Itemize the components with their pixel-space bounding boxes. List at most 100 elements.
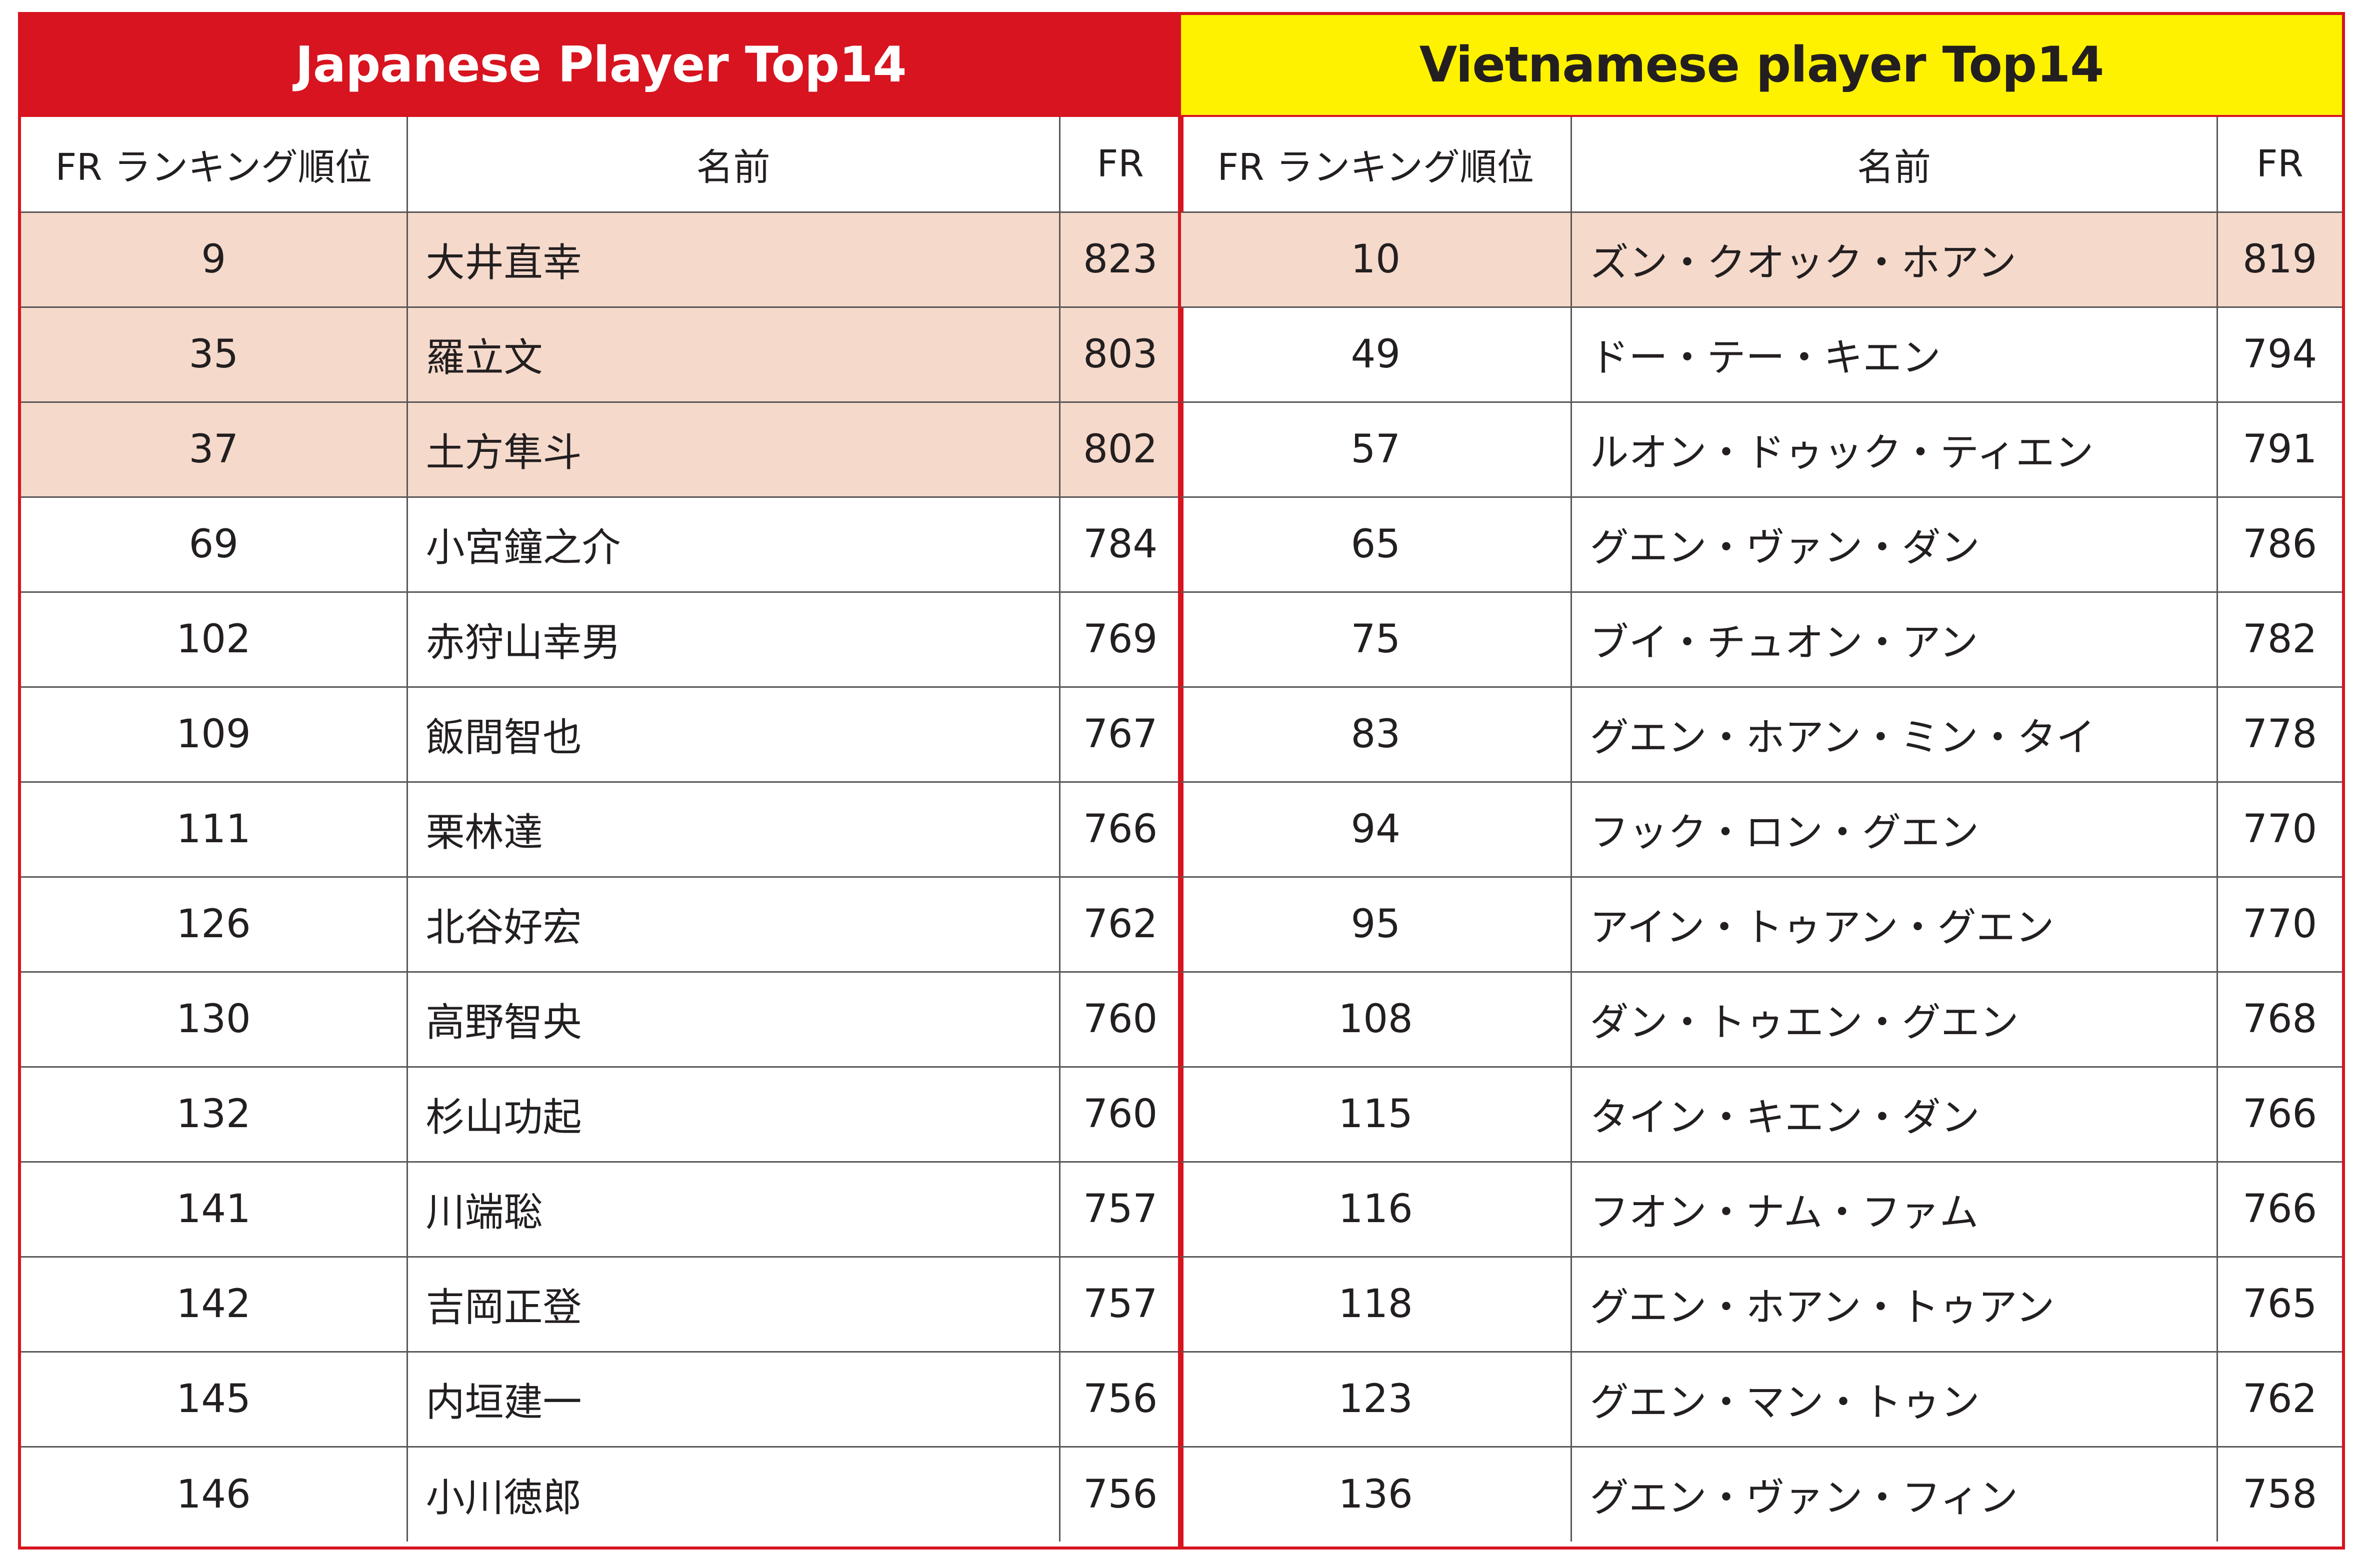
rank-cell: 108 xyxy=(1181,971,1572,1068)
name-column-header: 名前 xyxy=(1570,117,2218,213)
rank-cell: 145 xyxy=(21,1351,408,1448)
rank-cell: 142 xyxy=(21,1256,408,1353)
rank-cell: 123 xyxy=(1181,1351,1572,1448)
fr-rating-cell: 767 xyxy=(1058,686,1180,783)
table-row: 57 ルオン・ドゥック・ティエン 791 xyxy=(1181,401,2342,498)
fr-rating-cell: 784 xyxy=(1058,496,1180,593)
vietnamese-table-body: 10 ズン・クオック・ホアン 819 49 ドー・テー・キエン 794 57 ルオン・ドゥック… xyxy=(1181,211,2342,1542)
fr-column-header: FR xyxy=(1058,117,1180,213)
table-row: 69 小宮鐘之介 784 xyxy=(21,496,1180,593)
rank-cell: 69 xyxy=(21,496,408,593)
player-name-cell: グエン・マン・トゥン xyxy=(1570,1351,2218,1448)
player-name-cell: 赤狩山幸男 xyxy=(406,591,1060,688)
table-row: 142 吉岡正登 757 xyxy=(21,1256,1180,1353)
table-row: 75 ブイ・チュオン・アン 782 xyxy=(1181,591,2342,688)
rank-cell: 111 xyxy=(21,781,408,878)
japanese-panel-title: Japanese Player Top14 xyxy=(21,15,1180,117)
fr-rating-cell: 760 xyxy=(1058,1066,1180,1163)
rank-cell: 49 xyxy=(1181,306,1572,403)
player-name-cell: フック・ロン・グエン xyxy=(1570,781,2218,878)
fr-rating-cell: 803 xyxy=(1058,306,1180,403)
fr-rating-cell: 768 xyxy=(2216,971,2342,1068)
player-name-cell: ズン・クオック・ホアン xyxy=(1570,211,2218,308)
table-row: 116 フオン・ナム・ファム 766 xyxy=(1181,1161,2342,1258)
fr-rating-cell: 823 xyxy=(1058,211,1180,308)
player-name-cell: 栗林達 xyxy=(406,781,1060,878)
player-name-cell: ダン・トゥエン・グエン xyxy=(1570,971,2218,1068)
player-name-cell: 高野智央 xyxy=(406,971,1060,1068)
table-row: 130 高野智央 760 xyxy=(21,971,1180,1068)
vietnamese-panel-title: Vietnamese player Top14 xyxy=(1181,15,2342,117)
player-name-cell: 北谷好宏 xyxy=(406,876,1060,973)
table-row: 9 大井直幸 823 xyxy=(21,211,1180,308)
player-name-cell: 小宮鐘之介 xyxy=(406,496,1060,593)
fr-rating-cell: 757 xyxy=(1058,1161,1180,1258)
table-row: 132 杉山功起 760 xyxy=(21,1066,1180,1163)
fr-rating-cell: 766 xyxy=(2216,1066,2342,1163)
player-name-cell: アイン・トゥアン・グエン xyxy=(1570,876,2218,973)
rank-cell: 35 xyxy=(21,306,408,403)
rank-cell: 146 xyxy=(21,1446,408,1542)
table-row: 108 ダン・トゥエン・グエン 768 xyxy=(1181,971,2342,1068)
fr-rating-cell: 819 xyxy=(2216,211,2342,308)
player-name-cell: 川端聡 xyxy=(406,1161,1060,1258)
vietnamese-player-panel: Vietnamese player Top14 FR ランキング順位 名前 FR… xyxy=(1178,12,2345,1550)
japanese-table-body: 9 大井直幸 823 35 羅立文 803 37 土方隼斗 802 69 小宮鐘之介 784 102 赤狩… xyxy=(21,211,1180,1542)
fr-rating-cell: 802 xyxy=(1058,401,1180,498)
rank-cell: 102 xyxy=(21,591,408,688)
table-row: 145 内垣建一 756 xyxy=(21,1351,1180,1448)
player-name-cell: ブイ・チュオン・アン xyxy=(1570,591,2218,688)
player-name-cell: 大井直幸 xyxy=(406,211,1060,308)
fr-rating-cell: 766 xyxy=(2216,1161,2342,1258)
rank-cell: 9 xyxy=(21,211,408,308)
rank-cell: 136 xyxy=(1181,1446,1572,1542)
player-name-cell: 小川徳郎 xyxy=(406,1446,1060,1542)
player-name-cell: 内垣建一 xyxy=(406,1351,1060,1448)
player-name-cell: 羅立文 xyxy=(406,306,1060,403)
rank-cell: 116 xyxy=(1181,1161,1572,1258)
fr-rating-cell: 794 xyxy=(2216,306,2342,403)
table-row: 109 飯間智也 767 xyxy=(21,686,1180,783)
rank-cell: 65 xyxy=(1181,496,1572,593)
fr-rating-cell: 769 xyxy=(1058,591,1180,688)
fr-rating-cell: 791 xyxy=(2216,401,2342,498)
fr-rating-cell: 756 xyxy=(1058,1446,1180,1542)
rank-cell: 75 xyxy=(1181,591,1572,688)
ranking-comparison: Japanese Player Top14 FR ランキング順位 名前 FR 9… xyxy=(18,12,2345,1550)
rank-cell: 95 xyxy=(1181,876,1572,973)
fr-rating-cell: 757 xyxy=(1058,1256,1180,1353)
name-column-header: 名前 xyxy=(406,117,1060,213)
fr-rating-cell: 758 xyxy=(2216,1446,2342,1542)
player-name-cell: グエン・ホアン・ミン・タイ xyxy=(1570,686,2218,783)
rank-cell: 126 xyxy=(21,876,408,973)
table-row: 95 アイン・トゥアン・グエン 770 xyxy=(1181,876,2342,973)
table-row: 111 栗林達 766 xyxy=(21,781,1180,878)
table-row: 136 グエン・ヴァン・フィン 758 xyxy=(1181,1446,2342,1542)
table-row: 146 小川徳郎 756 xyxy=(21,1446,1180,1542)
rank-cell: 109 xyxy=(21,686,408,783)
rank-cell: 83 xyxy=(1181,686,1572,783)
player-name-cell: グエン・ヴァン・ダン xyxy=(1570,496,2218,593)
fr-column-header: FR xyxy=(2216,117,2342,213)
table-row: 102 赤狩山幸男 769 xyxy=(21,591,1180,688)
table-row: 10 ズン・クオック・ホアン 819 xyxy=(1181,211,2342,308)
rank-cell: 57 xyxy=(1181,401,1572,498)
rank-cell: 115 xyxy=(1181,1066,1572,1163)
japanese-player-table: FR ランキング順位 名前 FR 9 大井直幸 823 35 羅立文 803 37 土方隼斗 8… xyxy=(21,117,1180,1542)
player-name-cell: グエン・ホアン・トゥアン xyxy=(1570,1256,2218,1353)
table-row: 118 グエン・ホアン・トゥアン 765 xyxy=(1181,1256,2342,1353)
fr-rating-cell: 760 xyxy=(1058,971,1180,1068)
rank-cell: 37 xyxy=(21,401,408,498)
player-name-cell: グエン・ヴァン・フィン xyxy=(1570,1446,2218,1542)
table-row: 123 グエン・マン・トゥン 762 xyxy=(1181,1351,2342,1448)
table-row: 141 川端聡 757 xyxy=(21,1161,1180,1258)
player-name-cell: ルオン・ドゥック・ティエン xyxy=(1570,401,2218,498)
player-name-cell: 土方隼斗 xyxy=(406,401,1060,498)
rank-column-header: FR ランキング順位 xyxy=(21,117,408,213)
rank-cell: 118 xyxy=(1181,1256,1572,1353)
player-name-cell: 飯間智也 xyxy=(406,686,1060,783)
table-row: 126 北谷好宏 762 xyxy=(21,876,1180,973)
table-row: 49 ドー・テー・キエン 794 xyxy=(1181,306,2342,403)
fr-rating-cell: 782 xyxy=(2216,591,2342,688)
fr-rating-cell: 765 xyxy=(2216,1256,2342,1353)
